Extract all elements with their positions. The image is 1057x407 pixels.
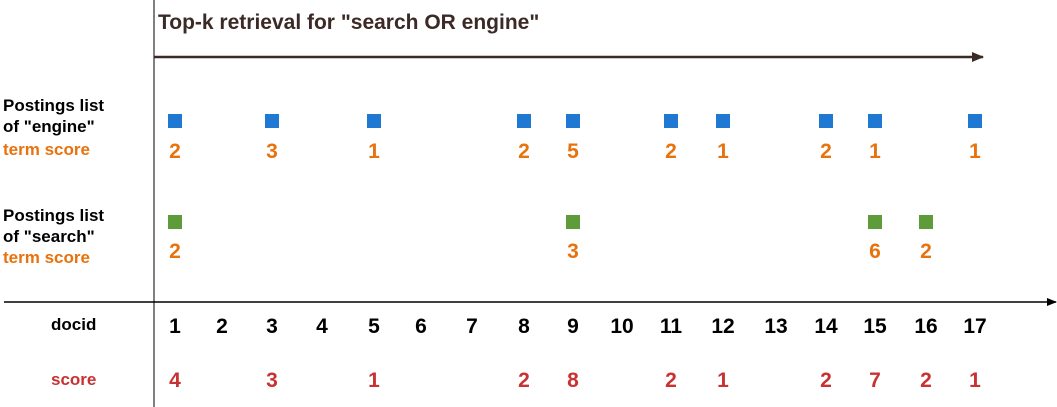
engine-posting-marker-8 [517, 114, 531, 128]
score-value-11: 2 [665, 369, 677, 392]
docid-tick-12: 12 [711, 315, 734, 338]
score-label: score [51, 370, 96, 389]
engine-postings: 2 3 1 2 5 2 1 2 1 1 [168, 114, 982, 163]
docid-tick-5: 5 [368, 315, 380, 338]
search-term-score-15: 6 [869, 240, 881, 263]
docid-tick-17: 17 [963, 315, 986, 338]
score-value-17: 1 [969, 369, 981, 392]
docid-tick-16: 16 [914, 315, 937, 338]
score-value-9: 8 [567, 369, 579, 392]
engine-posting-marker-17 [968, 114, 982, 128]
search-posting-marker-16 [919, 215, 933, 229]
score-value-5: 1 [368, 369, 380, 392]
search-term-score-9: 3 [567, 240, 579, 263]
score-value-3: 3 [266, 369, 278, 392]
search-row-label-line1: Postings list [3, 206, 104, 225]
search-posting-marker-9 [566, 215, 580, 229]
engine-row-label-line1: Postings list [3, 96, 104, 115]
docid-tick-11: 11 [660, 315, 683, 338]
diagram-title: Top-k retrieval for "search OR engine" [158, 11, 539, 34]
engine-posting-marker-5 [367, 114, 381, 128]
search-posting-marker-1 [168, 215, 182, 229]
docid-tick-4: 4 [316, 315, 328, 338]
engine-posting-marker-14 [819, 114, 833, 128]
engine-term-score-14: 2 [820, 140, 832, 163]
engine-posting-marker-12 [716, 114, 730, 128]
docid-tick-1: 1 [169, 315, 181, 338]
docid-tick-9: 9 [567, 315, 579, 338]
docid-tick-3: 3 [266, 315, 278, 338]
engine-term-score-17: 1 [969, 140, 981, 163]
engine-term-score-9: 5 [567, 140, 579, 163]
docid-tick-10: 10 [610, 315, 633, 338]
engine-posting-marker-3 [265, 114, 279, 128]
engine-term-score-3: 3 [266, 140, 278, 163]
score-value-1: 4 [169, 369, 181, 392]
engine-term-score-1: 2 [169, 140, 181, 163]
docid-tick-7: 7 [466, 315, 478, 338]
docid-tick-14: 14 [814, 315, 838, 338]
engine-term-score-label: term score [3, 140, 90, 159]
docid-tick-13: 13 [764, 315, 787, 338]
score-value-8: 2 [518, 369, 530, 392]
engine-term-score-5: 1 [368, 140, 380, 163]
engine-term-score-15: 1 [869, 140, 881, 163]
engine-posting-marker-1 [168, 114, 182, 128]
docid-tick-2: 2 [216, 315, 228, 338]
engine-posting-marker-11 [664, 114, 678, 128]
search-term-score-label: term score [3, 248, 90, 267]
engine-term-score-11: 2 [665, 140, 677, 163]
search-term-score-1: 2 [169, 240, 181, 263]
search-posting-marker-15 [868, 215, 882, 229]
engine-row-label-line2: of "engine" [3, 117, 95, 136]
search-row-label-line2: of "search" [3, 227, 95, 246]
engine-term-score-12: 1 [717, 140, 729, 163]
score-value-15: 7 [869, 369, 881, 392]
docid-tick-15: 15 [863, 315, 887, 338]
docid-tick-labels: 1 2 3 4 5 6 7 8 9 10 11 12 13 14 15 16 17 [169, 315, 987, 338]
score-value-16: 2 [920, 369, 932, 392]
engine-posting-marker-9 [566, 114, 580, 128]
docid-tick-8: 8 [518, 315, 530, 338]
score-value-14: 2 [820, 369, 832, 392]
engine-posting-marker-15 [868, 114, 882, 128]
search-term-score-16: 2 [920, 240, 932, 263]
score-value-12: 1 [717, 369, 729, 392]
docid-label: docid [51, 315, 96, 334]
engine-term-score-8: 2 [518, 140, 530, 163]
search-postings: 2 3 6 2 [168, 215, 933, 263]
docid-tick-6: 6 [415, 315, 427, 338]
